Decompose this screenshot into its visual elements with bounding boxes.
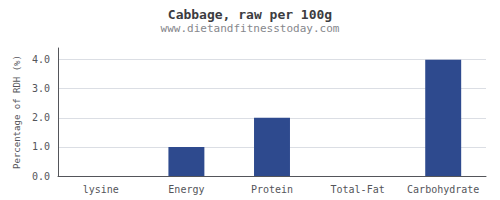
svg-text:Percentage of RDH (%): Percentage of RDH (%) [12, 55, 22, 169]
svg-text:Total-Fat: Total-Fat [331, 184, 385, 195]
svg-text:lysine: lysine [83, 184, 119, 195]
svg-text:4.0: 4.0 [32, 54, 50, 65]
svg-text:0.0: 0.0 [32, 171, 50, 182]
svg-text:3.0: 3.0 [32, 83, 50, 94]
svg-text:2.0: 2.0 [32, 112, 50, 123]
svg-text:www.dietandfitnesstoday.com: www.dietandfitnesstoday.com [161, 22, 340, 35]
svg-text:Carbohydrate: Carbohydrate [407, 184, 479, 195]
svg-text:Cabbage, raw per 100g: Cabbage, raw per 100g [168, 7, 332, 22]
svg-text:Protein: Protein [251, 184, 293, 195]
svg-text:Energy: Energy [168, 184, 204, 195]
svg-text:1.0: 1.0 [32, 141, 50, 152]
